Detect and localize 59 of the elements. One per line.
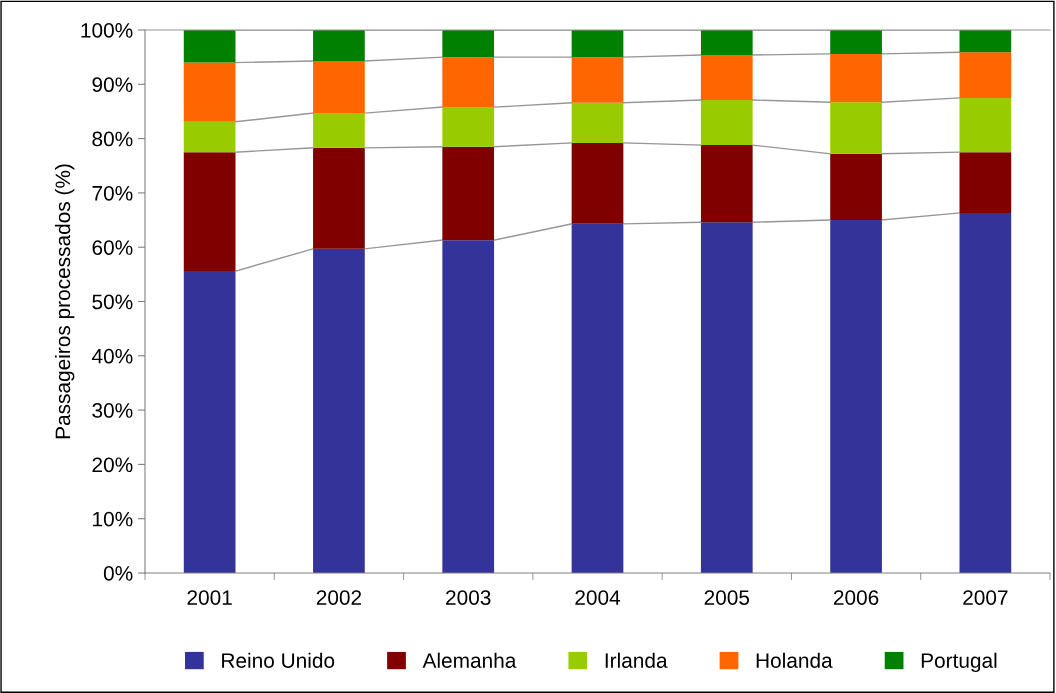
bar [700,54,753,101]
bar [571,30,624,58]
y-tick-label: 100% [81,23,133,38]
legend-label: Irlanda [605,652,668,668]
bar [700,145,753,223]
x-tick-label: 2004 [575,590,621,605]
bar [830,53,882,103]
x-tick-label: 2006 [833,590,879,605]
bar [700,100,753,146]
bar [183,62,236,122]
bar [830,30,882,54]
x-tick-label: 2003 [446,590,491,605]
legend-label: Holanda [756,652,833,668]
bar [183,30,236,63]
bar [830,220,882,573]
y-tick-label: 80% [92,131,133,147]
bar [442,107,495,147]
y-tick-label: 30% [92,403,133,418]
bar [959,152,1012,213]
y-tick-label: 60% [92,240,133,255]
bar [959,212,1012,573]
y-tick-label: 10% [93,511,133,527]
bar [313,147,365,249]
bar [313,60,365,114]
x-tick-label: 2005 [704,590,750,605]
bar [183,152,236,272]
bar [313,113,365,148]
bar [442,30,495,58]
bar [571,57,624,103]
bar [830,102,882,154]
x-tick-label: 2007 [963,590,1008,605]
bar [830,153,882,221]
legend-label: Alemanha [422,652,517,668]
y-tick-label: 40% [91,348,133,364]
bar [183,121,236,153]
bar [700,30,753,55]
bar [442,146,495,241]
bar [571,223,624,573]
y-tick-label: 20% [92,457,133,473]
x-tick-label: 2001 [187,590,232,605]
bar [183,271,236,573]
bar [571,102,624,143]
y-tick-label: 90% [92,77,133,93]
bar [959,30,1012,53]
x-tick-label: 2002 [316,590,362,605]
y-tick-label: 0% [103,566,133,581]
bar [959,52,1012,98]
y-tick-label: 70% [92,185,133,201]
bar [442,240,495,573]
bar [571,142,624,224]
legend-label: Reino Unido [222,652,335,668]
bar [700,222,753,573]
bar [959,97,1012,153]
legend-label: Portugal [921,652,997,673]
bar [313,248,365,573]
y-tick-label: 50% [92,294,133,310]
bar [313,30,365,61]
bar [442,57,495,108]
y-axis-title: Passageiros processados (%) [54,164,75,439]
